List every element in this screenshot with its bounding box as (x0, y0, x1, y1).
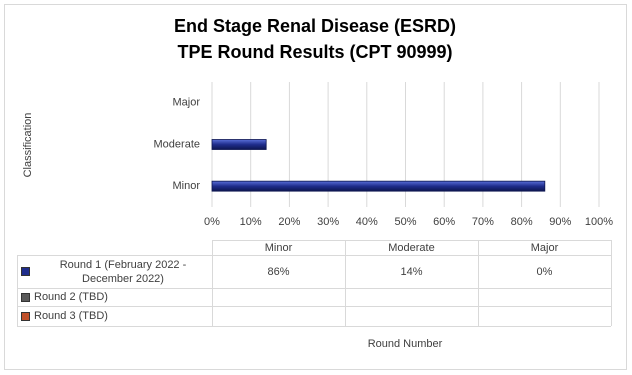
table-line (212, 240, 213, 326)
table-header: Major (530, 241, 559, 254)
chart-border (4, 4, 627, 370)
bar (211, 180, 546, 192)
legend-cell: Round 2 (TBD) (17, 288, 212, 306)
x-tick-label: 30% (317, 216, 339, 228)
table-line (17, 255, 18, 326)
table-line (345, 240, 346, 326)
legend-swatch (21, 311, 30, 321)
y-axis-title: Classification (22, 113, 34, 178)
table-value: 14% (400, 265, 423, 278)
table-line (478, 240, 479, 326)
table-line (212, 240, 611, 241)
table-line (17, 306, 611, 307)
x-tick-label: 90% (549, 216, 571, 228)
table-line (611, 240, 612, 326)
y-tick-label: Major (172, 97, 200, 109)
table-header: Moderate (388, 241, 435, 254)
legend-label: Round 1 (February 2022 - December 2022) (59, 258, 187, 285)
bar (211, 139, 267, 150)
legend-swatch (21, 292, 30, 302)
table-line (17, 326, 611, 327)
legend-label: Round 2 (TBD) (34, 291, 108, 303)
y-tick-label: Minor (172, 180, 200, 192)
y-tick-label: Moderate (154, 138, 200, 150)
x-tick-label: 100% (585, 216, 613, 228)
table-line (17, 288, 611, 289)
x-tick-label: 80% (511, 216, 533, 228)
table-header: Minor (264, 241, 293, 254)
chart-title: TPE Round Results (CPT 90999) (177, 42, 452, 62)
x-tick-label: 70% (472, 216, 494, 228)
legend-swatch (21, 267, 30, 276)
x-tick-label: 20% (278, 216, 300, 228)
x-tick-label: 0% (204, 216, 220, 228)
table-value: 0% (536, 265, 553, 278)
x-tick-label: 10% (240, 216, 262, 228)
x-tick-label: 50% (394, 216, 416, 228)
table-line (17, 255, 611, 256)
legend-cell: Round 3 (TBD) (17, 306, 212, 326)
x-axis-title: Round Number (368, 338, 443, 350)
chart-title: End Stage Renal Disease (ESRD) (174, 16, 456, 36)
x-tick-label: 60% (433, 216, 455, 228)
legend-cell: Round 1 (February 2022 - December 2022) (17, 255, 212, 288)
table-value: 86% (267, 265, 290, 278)
legend-label: Round 3 (TBD) (34, 310, 108, 322)
x-tick-label: 40% (356, 216, 378, 228)
